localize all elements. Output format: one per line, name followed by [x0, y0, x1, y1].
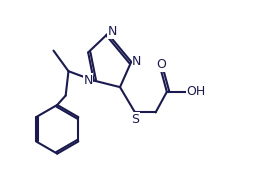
- Text: O: O: [156, 58, 166, 71]
- Text: N: N: [107, 25, 117, 38]
- Text: S: S: [131, 113, 138, 126]
- Text: OH: OH: [185, 85, 205, 98]
- Text: N: N: [132, 55, 141, 68]
- Text: N: N: [83, 74, 92, 87]
